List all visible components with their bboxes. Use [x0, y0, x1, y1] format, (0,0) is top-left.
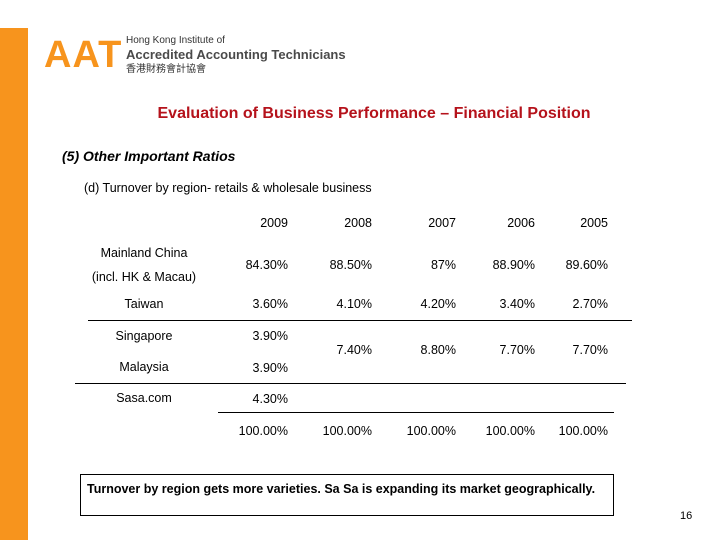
total-cell: 100.00%: [558, 424, 608, 438]
table-cell: 7.70%: [572, 343, 608, 357]
table-cell: 3.90%: [252, 361, 288, 375]
row-label-singapore: Singapore: [115, 329, 173, 343]
table-cell: 87%: [430, 258, 456, 272]
row-label-mainland-sub: (incl. HK & Macau): [91, 270, 197, 284]
table-cell: 88.90%: [492, 258, 535, 272]
page-number: 16: [680, 510, 693, 522]
table-cell: 3.60%: [252, 297, 288, 311]
slide-subtitle: (5) Other Important Ratios: [62, 148, 236, 164]
table-cell: 2.70%: [572, 297, 608, 311]
slide-title: Evaluation of Business Performance – Fin…: [157, 105, 591, 122]
table-cell: 7.40%: [336, 343, 372, 357]
row-divider: [88, 320, 632, 321]
table-cell: 4.10%: [336, 297, 372, 311]
table-cell: 7.70%: [499, 343, 535, 357]
year-header: 2007: [428, 216, 456, 230]
row-label-sasa: Sasa.com: [116, 391, 172, 405]
year-header: 2008: [344, 216, 372, 230]
total-cell: 100.00%: [485, 424, 535, 438]
total-divider: [218, 412, 614, 413]
year-header: 2006: [507, 216, 535, 230]
row-label-malaysia: Malaysia: [119, 360, 169, 374]
table-cell: 84.30%: [245, 258, 288, 272]
logo-line-1: Hong Kong Institute of: [126, 35, 225, 46]
summary-note: Turnover by region gets more varieties. …: [80, 474, 614, 516]
table-cell: 8.80%: [420, 343, 456, 357]
table-cell: 88.50%: [329, 258, 372, 272]
row-divider: [75, 383, 626, 384]
total-cell: 100.00%: [322, 424, 372, 438]
logo-line-3: 香港財務會計協會: [126, 64, 206, 75]
aat-logo: AAT Hong Kong Institute of Accredited Ac…: [44, 32, 346, 78]
total-cell: 100.00%: [238, 424, 288, 438]
logo-line-2: Accredited Accounting Technicians: [126, 47, 346, 62]
row-label-mainland: Mainland China: [100, 246, 188, 260]
table-cell: 89.60%: [565, 258, 608, 272]
row-label-taiwan: Taiwan: [124, 297, 164, 311]
table-cell: 3.90%: [252, 329, 288, 343]
table-cell: 4.30%: [252, 392, 288, 406]
table-cell: 4.20%: [420, 297, 456, 311]
logo-mark: AAT: [44, 34, 123, 76]
orange-side-bar: [0, 28, 28, 540]
year-header: 2009: [260, 216, 288, 230]
total-cell: 100.00%: [406, 424, 456, 438]
year-header: 2005: [580, 216, 608, 230]
section-heading: (d) Turnover by region- retails & wholes…: [84, 181, 372, 195]
table-cell: 3.40%: [499, 297, 535, 311]
